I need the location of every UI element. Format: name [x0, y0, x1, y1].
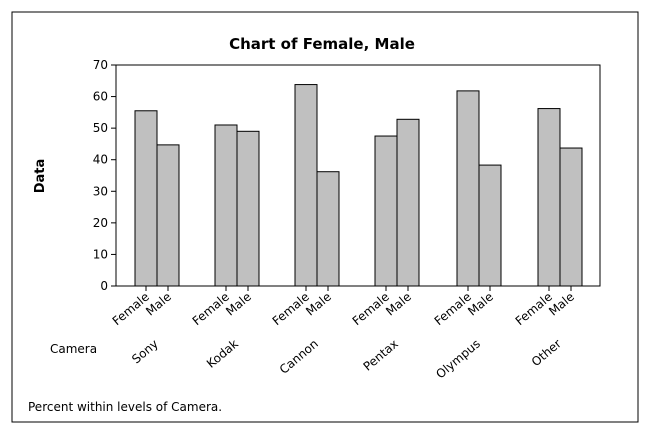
x-axis-label: Camera [50, 342, 97, 356]
bar-male [559, 147, 583, 287]
bar-female [294, 84, 318, 287]
bar-male [236, 130, 260, 287]
y-tick-label: 70 [93, 58, 108, 72]
y-tick-label: 30 [93, 184, 108, 198]
y-tick-label: 50 [93, 121, 108, 135]
y-tick-label: 20 [93, 216, 108, 230]
bar-male [478, 164, 502, 287]
y-tick-label: 10 [93, 247, 108, 261]
chart-title: Chart of Female, Male [229, 35, 415, 53]
y-axis-label: Data [33, 159, 48, 194]
bar-female [374, 135, 398, 287]
bar-female [456, 90, 480, 287]
plot-frame [115, 64, 601, 287]
y-tick-label: 0 [100, 279, 108, 293]
bar-female [537, 108, 561, 287]
y-tick-label: 60 [93, 90, 108, 104]
bar-female [214, 124, 238, 287]
bar-male [316, 171, 340, 287]
bar-male [396, 118, 420, 287]
y-tick-label: 40 [93, 153, 108, 167]
bar-male [156, 144, 180, 287]
bar-female [134, 110, 158, 287]
footnote: Percent within levels of Camera. [28, 400, 222, 414]
